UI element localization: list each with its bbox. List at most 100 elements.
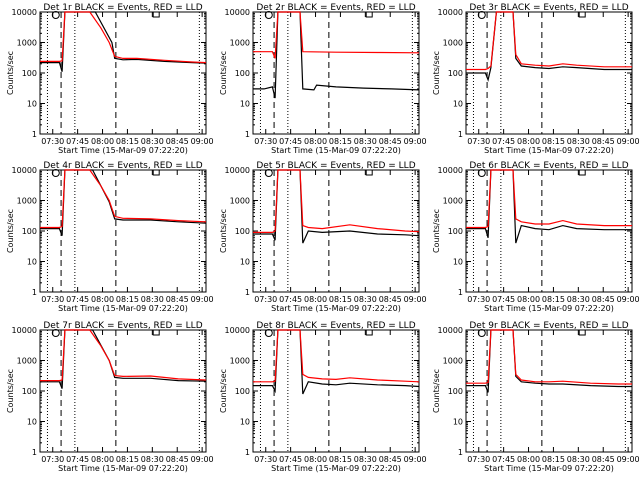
x-tick-label: 08:30 — [567, 137, 590, 146]
x-tick-label: 09:00 — [191, 137, 214, 146]
y-axis-label: Counts/sec — [6, 369, 15, 413]
chart-panel-4: Det 4r BLACK = Events, RED = LLD 1 10 100 10… — [6, 161, 214, 313]
series-events-line — [253, 169, 420, 244]
chart-panel-3: Det 3r BLACK = Events, RED = LLD 1 10 100 10… — [432, 3, 640, 155]
y-tick-label: 1 — [458, 130, 463, 139]
y-tick-label: 1000 — [230, 39, 250, 48]
y-tick-label: 100 — [235, 387, 250, 396]
y-axis-label: Counts/sec — [432, 369, 441, 413]
y-tick-label: 100 — [448, 227, 463, 236]
y-tick-label: 10 — [27, 418, 37, 427]
x-tick-label: 08:30 — [567, 455, 590, 464]
x-axis-label: Start Time (15-Mar-09 07:22:20) — [58, 464, 188, 473]
chart-panel-9: Det 9r BLACK = Events, RED = LLD 1 10 100 10… — [432, 321, 640, 473]
square-marker-icon — [152, 11, 160, 18]
x-tick-label: 07:45 — [66, 137, 89, 146]
y-axis-label: Counts/sec — [6, 51, 15, 95]
square-marker-icon — [365, 329, 373, 336]
x-tick-label: 08:30 — [567, 295, 590, 304]
x-tick-label: 08:15 — [329, 137, 352, 146]
chart-panel-6: Det 6r BLACK = Events, RED = LLD 1 10 100 10… — [432, 161, 640, 313]
square-marker-icon — [578, 329, 586, 336]
circle-marker-icon — [264, 11, 273, 19]
y-axis-label: Counts/sec — [432, 51, 441, 95]
plot-frame — [252, 169, 420, 293]
plot-frame — [465, 329, 633, 453]
x-tick-label: 08:30 — [354, 295, 377, 304]
series-lld-line — [466, 11, 632, 71]
plot-frame — [465, 169, 633, 293]
chart-title: Det 2r BLACK = Events, RED = LLD — [256, 3, 415, 13]
x-axis-label: Start Time (15-Mar-09 07:22:20) — [58, 304, 188, 313]
y-tick-label: 1 — [245, 448, 250, 457]
square-marker-icon — [578, 169, 586, 176]
x-tick-label: 09:00 — [191, 455, 214, 464]
y-tick-label: 10 — [453, 258, 463, 267]
y-tick-label: 10 — [240, 100, 250, 109]
y-tick-label: 100 — [22, 227, 37, 236]
square-marker-icon — [578, 11, 586, 18]
y-tick-label: 1 — [458, 288, 463, 297]
chart-panel-8: Det 8r BLACK = Events, RED = LLD 1 10 100 10… — [219, 321, 427, 473]
circle-marker-icon — [51, 329, 60, 337]
x-tick-label: 08:00 — [517, 295, 540, 304]
y-tick-label: 1000 — [230, 197, 250, 206]
x-tick-label: 08:00 — [304, 295, 327, 304]
y-tick-label: 10000 — [438, 166, 463, 175]
chart-title: Det 3r BLACK = Events, RED = LLD — [469, 3, 628, 13]
x-tick-label: 07:30 — [41, 137, 64, 146]
x-tick-label: 08:00 — [91, 455, 114, 464]
x-tick-label: 08:30 — [354, 137, 377, 146]
x-tick-label: 08:15 — [542, 455, 565, 464]
x-tick-label: 08:30 — [141, 137, 164, 146]
y-tick-label: 1 — [32, 288, 37, 297]
x-tick-label: 09:00 — [404, 455, 427, 464]
y-tick-label: 10000 — [438, 326, 463, 335]
x-tick-label: 07:45 — [66, 455, 89, 464]
series-lld-line — [466, 169, 632, 229]
x-tick-label: 08:15 — [542, 295, 565, 304]
y-tick-label: 100 — [22, 387, 37, 396]
y-tick-label: 100 — [448, 387, 463, 396]
series-lld-line — [466, 329, 632, 385]
series-events-line — [253, 11, 420, 99]
x-tick-label: 09:00 — [617, 455, 640, 464]
plot-frame — [39, 169, 207, 293]
circle-marker-icon — [264, 169, 273, 177]
y-tick-label: 1 — [245, 288, 250, 297]
y-tick-label: 10000 — [225, 8, 250, 17]
x-tick-label: 07:45 — [66, 295, 89, 304]
circle-marker-icon — [264, 329, 273, 337]
series-events-line — [253, 329, 420, 395]
chart-title: Det 5r BLACK = Events, RED = LLD — [256, 161, 415, 171]
x-tick-label: 08:15 — [329, 455, 352, 464]
y-tick-label: 10000 — [225, 326, 250, 335]
x-axis-label: Start Time (15-Mar-09 07:22:20) — [484, 146, 614, 155]
x-axis-label: Start Time (15-Mar-09 07:22:20) — [271, 146, 401, 155]
x-tick-label: 08:45 — [592, 137, 615, 146]
x-tick-label: 07:30 — [41, 455, 64, 464]
x-tick-label: 08:30 — [141, 455, 164, 464]
x-tick-label: 08:30 — [141, 295, 164, 304]
y-tick-label: 10000 — [12, 8, 37, 17]
chart-panel-1: Det 1r BLACK = Events, RED = LLD 1 10 100 10… — [6, 3, 214, 155]
y-axis-label: Counts/sec — [219, 369, 228, 413]
x-tick-label: 07:45 — [279, 295, 302, 304]
x-axis-label: Start Time (15-Mar-09 07:22:20) — [484, 464, 614, 473]
x-tick-label: 09:00 — [191, 295, 214, 304]
series-events-line — [466, 169, 632, 244]
y-axis-label: Counts/sec — [432, 209, 441, 253]
y-tick-label: 1000 — [443, 357, 463, 366]
x-tick-label: 08:00 — [517, 137, 540, 146]
x-tick-label: 08:45 — [379, 137, 402, 146]
y-tick-label: 10 — [453, 100, 463, 109]
chart-panel-2: Det 2r BLACK = Events, RED = LLD 1 10 100 10… — [219, 3, 427, 155]
y-tick-label: 10 — [453, 418, 463, 427]
x-tick-label: 07:45 — [492, 455, 515, 464]
chart-title: Det 4r BLACK = Events, RED = LLD — [43, 161, 202, 171]
circle-marker-icon — [477, 329, 486, 337]
y-tick-label: 10 — [240, 258, 250, 267]
y-tick-label: 1 — [32, 130, 37, 139]
x-tick-label: 08:45 — [592, 295, 615, 304]
